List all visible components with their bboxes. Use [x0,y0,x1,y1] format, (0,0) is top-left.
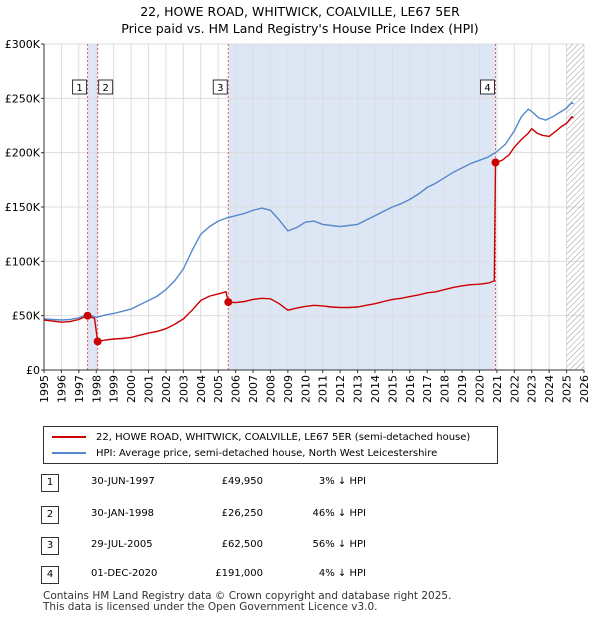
chart-title-line-1: 22, HOWE ROAD, WHITWICK, COALVILLE, LE67… [140,4,460,19]
x-tick-label: 2002 [160,375,173,403]
sale-label-number: 3 [217,83,223,94]
transaction-date: 30-JAN-1998 [91,508,155,519]
transaction-price: £62,500 [221,539,263,550]
legend-swatch-property [52,436,86,438]
x-tick-label: 1995 [38,375,51,403]
transaction-hpi-diff: 56% ↓ HPI [312,539,366,550]
sale-point [83,311,92,320]
sale-point [93,337,102,346]
y-tick-label: £150K [5,201,41,214]
legend-item-property: 22, HOWE ROAD, WHITWICK, COALVILLE, LE67… [52,430,470,444]
sale-point [224,298,233,307]
x-tick-label: 2013 [352,375,365,403]
x-tick-label: 2011 [317,375,330,403]
transaction-number: 1 [41,474,59,492]
sale-point [491,158,500,167]
x-tick-label: 2017 [421,375,434,403]
hatched-region [566,44,584,370]
legend-label-hpi: HPI: Average price, semi-detached house,… [96,447,438,459]
transaction-hpi-diff: 4% ↓ HPI [318,568,366,579]
x-tick-label: 1999 [108,375,121,403]
sale-label-box [72,79,88,95]
x-tick-label: 2014 [369,375,382,403]
transaction-price: £26,250 [221,508,263,519]
x-tick-label: 2023 [526,375,539,403]
x-tick-label: 2025 [561,375,574,403]
footer-licence: This data is licensed under the Open Gov… [43,601,378,613]
x-tick-label: 2026 [578,375,591,403]
x-tick-label: 2024 [543,375,556,403]
hpi-line [43,101,574,321]
x-tick-label: 2021 [491,375,504,403]
sale-label-number: 1 [76,83,82,94]
x-tick-label: 1998 [90,375,103,403]
x-tick-label: 2019 [456,375,469,403]
transaction-price: £49,950 [221,476,263,487]
property-price-line [43,115,574,343]
transaction-hpi-diff: 3% ↓ HPI [318,476,366,487]
legend-swatch-hpi [52,452,86,454]
transaction-number: 4 [41,566,59,584]
transaction-date: 01-DEC-2020 [91,568,158,579]
chart-legend: 22, HOWE ROAD, WHITWICK, COALVILLE, LE67… [43,426,498,464]
sale-label-box [480,79,496,95]
sale-label-number: 2 [102,83,108,94]
sale-label-box [212,79,228,95]
transaction-date: 30-JUN-1997 [91,476,155,487]
x-tick-label: 2016 [404,375,417,403]
x-tick-label: 2009 [282,375,295,403]
x-tick-label: 2007 [247,375,260,403]
transaction-hpi-diff: 46% ↓ HPI [312,508,366,519]
transaction-number: 2 [41,506,59,524]
transaction-number: 3 [41,537,59,555]
x-tick-label: 2018 [439,375,452,403]
footer-copyright: Contains HM Land Registry data © Crown c… [43,590,452,602]
x-tick-label: 2005 [212,375,225,403]
x-tick-label: 2022 [508,375,521,403]
y-tick-label: £250K [5,92,41,105]
x-tick-label: 2008 [265,375,278,403]
sale-label-box [98,79,114,95]
x-tick-label: 2010 [299,375,312,403]
legend-item-hpi: HPI: Average price, semi-detached house,… [52,446,437,460]
x-tick-label: 2015 [386,375,399,403]
x-tick-label: 2004 [195,375,208,403]
x-tick-label: 1997 [73,375,86,403]
y-tick-label: £300K [5,38,41,51]
x-tick-label: 2012 [334,375,347,403]
y-tick-label: £0 [26,364,40,377]
price-chart: 1 2 3 4 £0 £50K £100K £150K £200K £250K £300K 1995… [5,38,591,403]
x-tick-label: 2006 [230,375,243,403]
x-tick-label: 1996 [55,375,68,403]
y-tick-label: £100K [5,255,41,268]
x-tick-label: 2020 [474,375,487,403]
y-tick-label: £200K [5,147,41,160]
sale-label-number: 4 [484,83,490,94]
y-tick-label: £50K [12,310,41,323]
transaction-date: 29-JUL-2005 [91,539,153,550]
legend-label-property: 22, HOWE ROAD, WHITWICK, COALVILLE, LE67… [96,431,471,443]
x-tick-label: 2001 [143,375,156,403]
transaction-price: £191,000 [215,568,263,579]
chart-title-line-2: Price paid vs. HM Land Registry's House … [121,21,479,36]
x-tick-label: 2000 [125,375,138,403]
x-tick-label: 2003 [177,375,190,403]
